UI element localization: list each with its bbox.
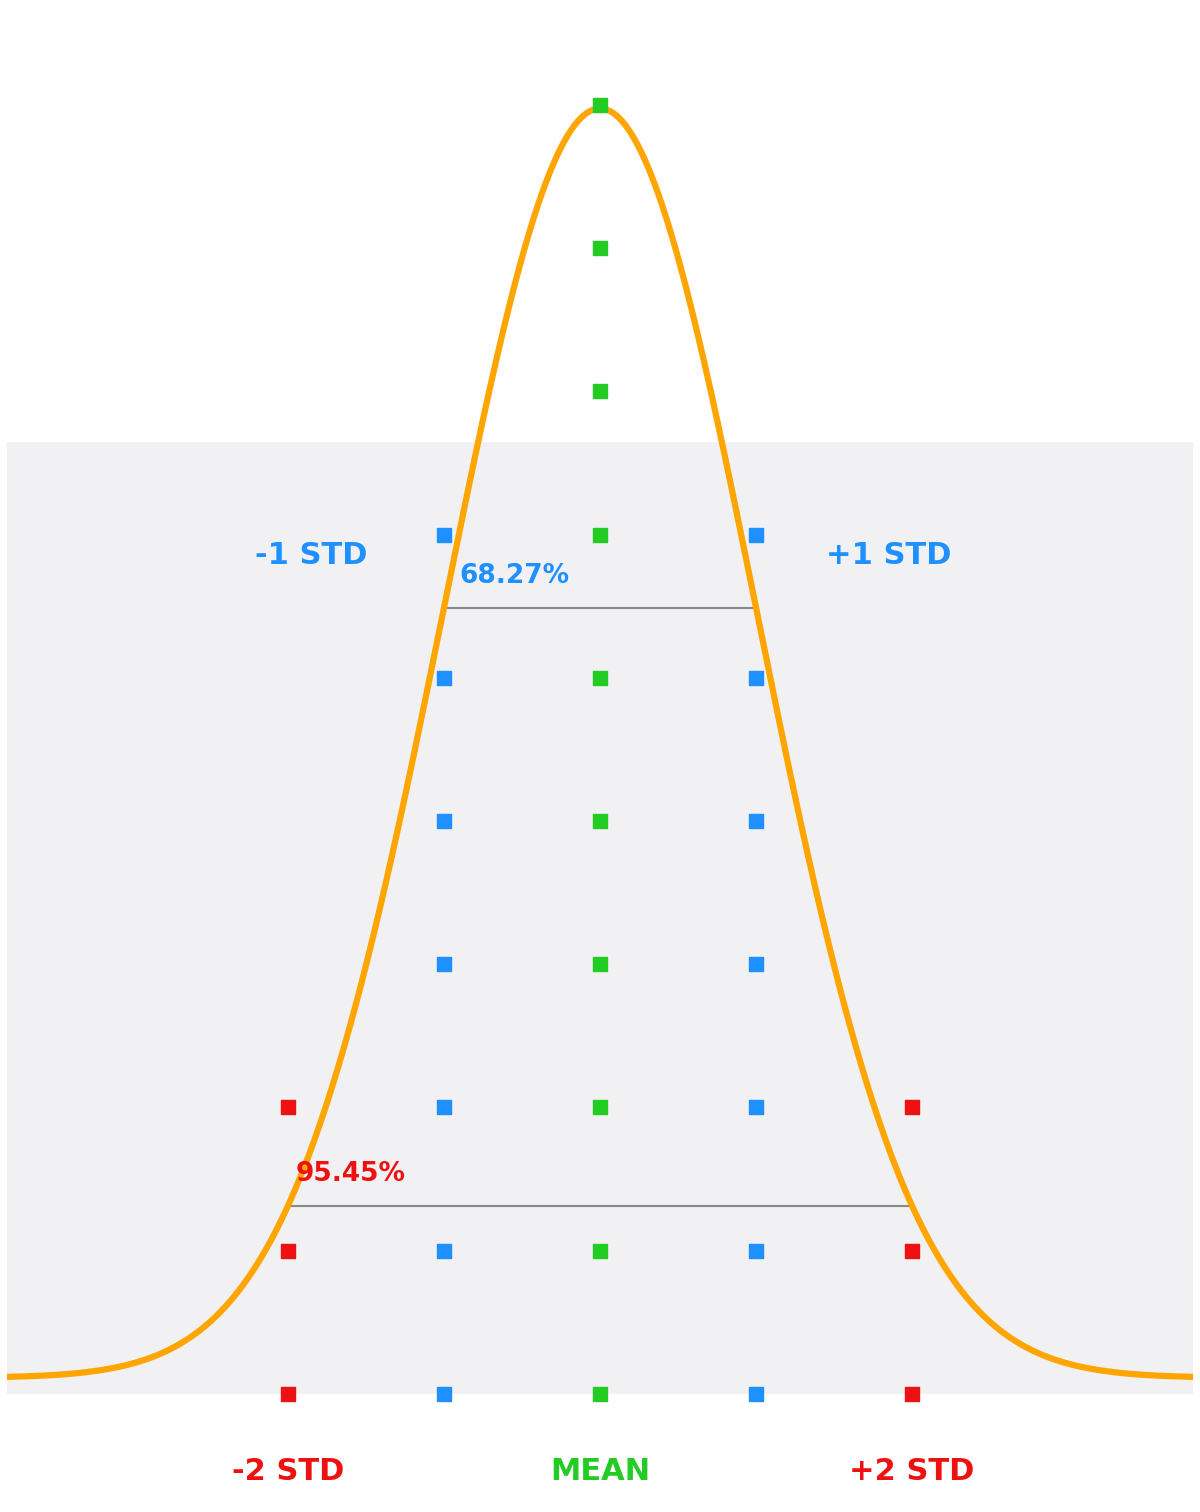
Point [278, 1095, 298, 1119]
Point [590, 380, 610, 404]
Point [746, 953, 766, 977]
Point [746, 523, 766, 547]
Point [902, 1382, 922, 1406]
Text: -1 STD: -1 STD [256, 541, 367, 570]
Text: +1 STD: +1 STD [826, 541, 952, 570]
Point [278, 1382, 298, 1406]
Point [590, 1095, 610, 1119]
Point [278, 1238, 298, 1263]
Point [590, 523, 610, 547]
Point [746, 1382, 766, 1406]
Text: +2 STD: +2 STD [850, 1458, 974, 1486]
Point [590, 665, 610, 689]
Point [590, 1382, 610, 1406]
Point [434, 665, 454, 689]
Text: 68.27%: 68.27% [460, 562, 569, 588]
Point [590, 1238, 610, 1263]
Point [590, 809, 610, 833]
Point [746, 665, 766, 689]
Point [434, 809, 454, 833]
Bar [7, 442, 1193, 1394]
Text: -2 STD: -2 STD [232, 1458, 344, 1486]
Point [590, 94, 610, 118]
Point [590, 236, 610, 260]
Point [746, 1095, 766, 1119]
Point [434, 1095, 454, 1119]
Point [902, 1238, 922, 1263]
Point [434, 1382, 454, 1406]
Text: 95.45%: 95.45% [295, 1161, 406, 1187]
Point [590, 953, 610, 977]
Point [434, 1238, 454, 1263]
Point [746, 809, 766, 833]
Text: MEAN: MEAN [550, 1458, 650, 1486]
Point [434, 523, 454, 547]
Point [902, 1095, 922, 1119]
Point [434, 953, 454, 977]
Point [746, 1238, 766, 1263]
